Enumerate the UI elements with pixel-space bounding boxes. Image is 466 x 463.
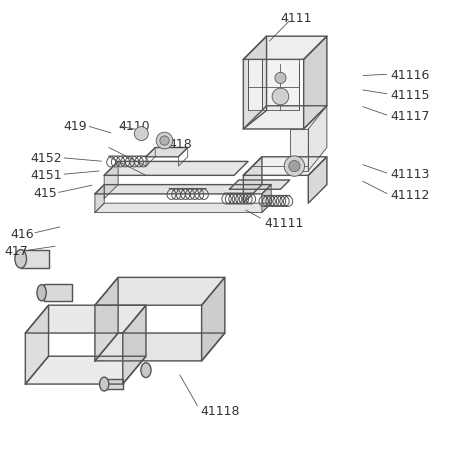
Ellipse shape (141, 363, 151, 378)
Polygon shape (95, 185, 271, 194)
Polygon shape (25, 357, 146, 384)
Text: 41112: 41112 (391, 189, 430, 202)
Circle shape (156, 133, 173, 150)
Circle shape (160, 137, 169, 146)
Text: 4111: 4111 (281, 12, 312, 25)
Polygon shape (95, 278, 118, 361)
Circle shape (284, 156, 305, 177)
Text: 4152: 4152 (31, 152, 62, 165)
Circle shape (289, 161, 300, 172)
Polygon shape (243, 157, 327, 176)
Text: 41115: 41115 (391, 88, 431, 101)
Text: 41111: 41111 (264, 217, 304, 230)
Text: 41113: 41113 (391, 168, 430, 181)
Polygon shape (304, 37, 327, 130)
Ellipse shape (100, 377, 109, 391)
Polygon shape (308, 106, 327, 171)
Polygon shape (95, 333, 225, 361)
Polygon shape (95, 278, 225, 306)
Polygon shape (290, 130, 308, 171)
Text: 417: 417 (4, 244, 27, 257)
Polygon shape (104, 162, 118, 199)
Circle shape (272, 89, 289, 106)
Circle shape (275, 73, 286, 84)
Polygon shape (25, 306, 48, 384)
Ellipse shape (15, 250, 27, 269)
Ellipse shape (37, 285, 46, 301)
Polygon shape (248, 60, 262, 111)
Polygon shape (262, 185, 271, 213)
Polygon shape (262, 60, 299, 111)
Polygon shape (243, 157, 262, 204)
Polygon shape (25, 306, 146, 333)
Polygon shape (95, 204, 271, 213)
Text: 41116: 41116 (391, 69, 430, 81)
Polygon shape (243, 37, 267, 130)
Polygon shape (308, 157, 327, 204)
Text: 419: 419 (63, 120, 87, 133)
Polygon shape (243, 37, 327, 60)
Text: 41117: 41117 (391, 110, 431, 123)
Polygon shape (202, 278, 225, 361)
Text: 4110: 4110 (118, 120, 150, 133)
Polygon shape (146, 148, 188, 157)
Polygon shape (229, 181, 290, 190)
Text: 416: 416 (10, 227, 34, 240)
Polygon shape (44, 285, 72, 301)
Polygon shape (95, 185, 104, 213)
Circle shape (134, 127, 148, 141)
Polygon shape (104, 162, 248, 176)
Polygon shape (243, 106, 327, 130)
Polygon shape (21, 250, 48, 269)
Text: 4151: 4151 (31, 169, 62, 181)
Polygon shape (104, 380, 123, 389)
Text: 41118: 41118 (201, 405, 240, 418)
Text: 418: 418 (168, 138, 192, 151)
Text: 415: 415 (33, 187, 57, 200)
Polygon shape (123, 306, 146, 384)
